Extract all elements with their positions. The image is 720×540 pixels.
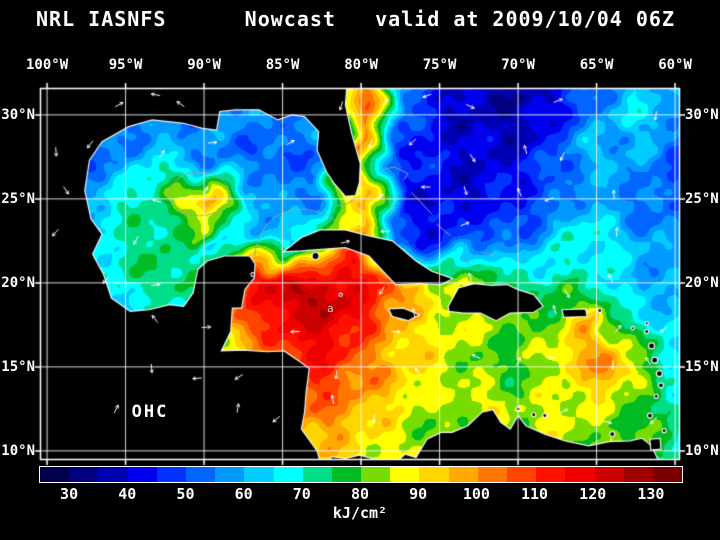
colorbar-cell	[623, 467, 653, 482]
colorbar-cell	[156, 467, 186, 482]
colorbar-tick-label: 60	[234, 485, 253, 503]
colorbar-tick-label: 40	[118, 485, 137, 503]
lon-tick-label: 90°W	[187, 57, 221, 73]
colorbar-cell	[419, 467, 449, 482]
lon-tick-label: 70°W	[501, 57, 535, 73]
colorbar-tick-label: 130	[637, 485, 665, 503]
colorbar-tick-label: 110	[520, 485, 549, 503]
lat-tick-label: 20°N	[1, 274, 35, 291]
colorbar-cell	[361, 467, 391, 482]
colorbar-tick-label: 70	[292, 485, 311, 503]
lat-tick-label: 10°N	[685, 442, 719, 459]
colorbar-cell	[185, 467, 216, 482]
map-annotation: a	[327, 302, 334, 315]
colorbar-cell	[390, 467, 420, 482]
colorbar-cell	[594, 467, 624, 482]
lat-tick-label: 15°N	[1, 358, 35, 375]
lat-tick-label: 10°N	[1, 442, 35, 459]
colorbar-cell	[127, 467, 157, 482]
colorbar	[39, 466, 683, 483]
colorbar-tick-label: 100	[462, 485, 490, 503]
lon-tick-label: 75°W	[422, 57, 457, 73]
lat-tick-label: 30°N	[1, 106, 35, 123]
map-variable-label: OHC	[131, 402, 169, 422]
lon-tick-label: 95°W	[108, 57, 143, 73]
colorbar-tick-label: 120	[579, 485, 607, 503]
colorbar-tick-label: 90	[409, 485, 428, 503]
colorbar-tick-label: 80	[350, 485, 370, 503]
ohc-map-canvas	[32, 80, 688, 468]
lon-tick-label: 85°W	[265, 57, 300, 73]
colorbar-cell	[40, 467, 70, 482]
colorbar-cell	[565, 467, 595, 482]
lat-tick-label: 25°N	[1, 190, 35, 207]
plot-title: NRL IASNFS Nowcast valid at 2009/10/04 0…	[36, 7, 676, 31]
lon-tick-label: 65°W	[579, 57, 614, 73]
colorbar-cell	[69, 467, 99, 482]
colorbar-tick-label: 30	[60, 485, 79, 503]
colorbar-cell	[302, 467, 332, 482]
lat-tick-label: 25°N	[685, 190, 719, 207]
colorbar-cell	[507, 467, 537, 482]
colorbar-cell	[98, 467, 128, 482]
lat-tick-label: 20°N	[685, 274, 719, 291]
colorbar-cell	[215, 467, 245, 482]
colorbar-cell	[273, 467, 303, 482]
colorbar-cell	[477, 467, 507, 482]
colorbar-cell	[448, 467, 478, 482]
lat-tick-label: 15°N	[685, 358, 719, 375]
colorbar-cell	[331, 467, 362, 482]
lon-tick-label: 60°W	[658, 57, 692, 73]
colorbar-cell	[652, 467, 683, 482]
colorbar-units-label: kJ/cm²	[332, 504, 388, 522]
lat-tick-label: 30°N	[685, 106, 719, 123]
lon-tick-label: 80°W	[344, 57, 378, 73]
colorbar-tick-label: 50	[176, 485, 195, 503]
colorbar-cell	[244, 467, 274, 482]
colorbar-cell	[536, 467, 566, 482]
lon-tick-label: 100°W	[25, 57, 69, 73]
